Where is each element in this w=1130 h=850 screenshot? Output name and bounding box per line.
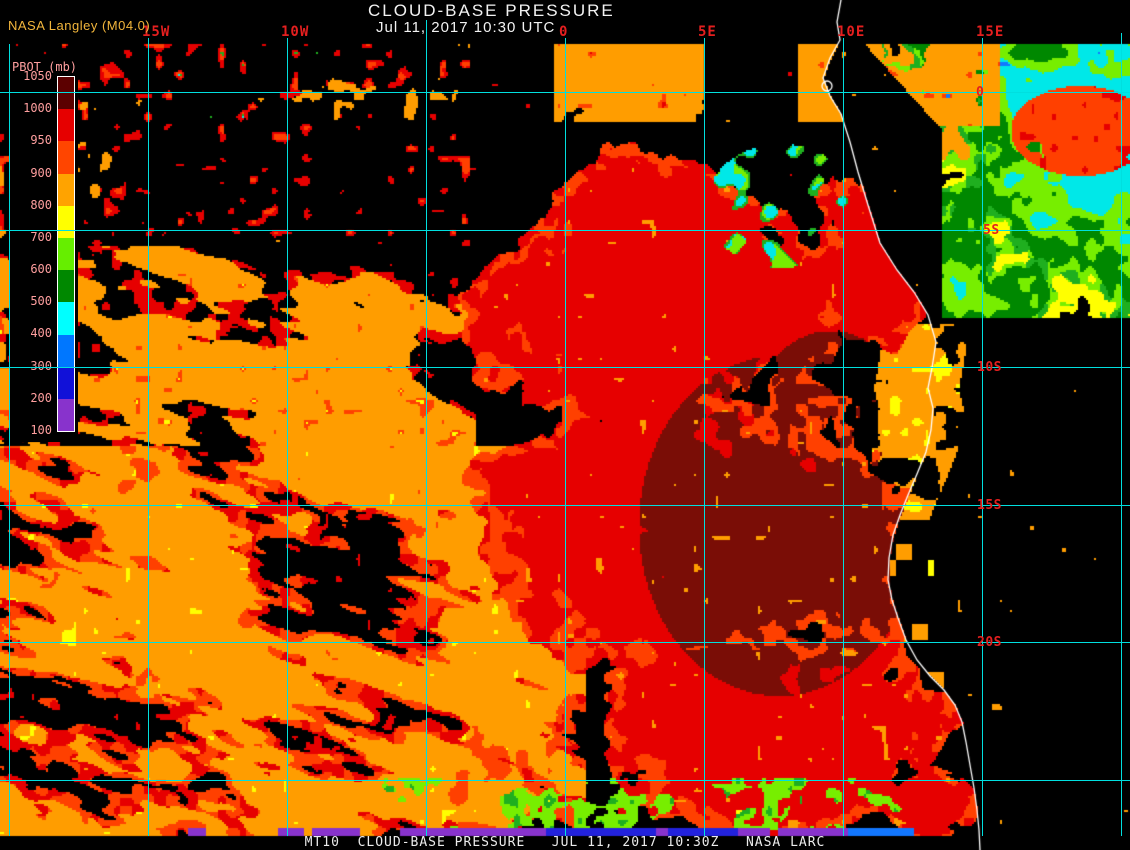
page-title: CLOUD-BASE PRESSURE bbox=[368, 1, 615, 20]
colorbar-tick-600: 600 bbox=[30, 262, 52, 277]
lon-label-5E: 5E bbox=[698, 24, 717, 40]
gridline-vertical-148 bbox=[148, 38, 149, 836]
lon-label-10W: 10W bbox=[281, 24, 310, 40]
lat-label-20S: 20S bbox=[977, 635, 1002, 650]
gridline-horizontal-367 bbox=[0, 367, 1130, 368]
colorbar-tick-100: 100 bbox=[30, 423, 52, 437]
colorbar-scale bbox=[57, 76, 75, 432]
colorbar-title: PBOT (mb) bbox=[12, 60, 78, 74]
colorbar-block-10 bbox=[58, 398, 74, 432]
gridline-vertical-565 bbox=[565, 38, 566, 836]
colorbar-tick-1000: 1000 bbox=[23, 101, 52, 116]
lon-label-10E: 10E bbox=[837, 24, 866, 40]
gridline-vertical-843 bbox=[843, 38, 844, 836]
colorbar-block-9 bbox=[58, 366, 74, 399]
colorbar-tick-200: 200 bbox=[30, 390, 52, 405]
gridline-vertical-982 bbox=[982, 38, 983, 836]
colorbar-block-8 bbox=[58, 334, 74, 367]
colorbar-tick-950: 950 bbox=[30, 133, 52, 148]
gridline-horizontal-642 bbox=[0, 642, 1130, 643]
colorbar-tick-1050: 1050 bbox=[23, 69, 52, 83]
colorbar-block-0 bbox=[58, 77, 74, 110]
colorbar-block-5 bbox=[58, 237, 74, 271]
colorbar-panel: PBOT (mb) 1050 1000 950 900 800 700 600 500 400 3… bbox=[10, 56, 78, 442]
gridline-horizontal-780 bbox=[0, 780, 1130, 781]
gridline-vertical-1121 bbox=[1121, 33, 1122, 836]
colorbar-tick-700: 700 bbox=[30, 229, 52, 244]
lon-label-15E: 15E bbox=[976, 24, 1005, 40]
timestamp-subtitle: Jul 11, 2017 10:30 UTC bbox=[376, 19, 556, 36]
colorbar-tick-500: 500 bbox=[30, 294, 52, 309]
lon-label-15W: 15W bbox=[142, 24, 171, 40]
gridline-vertical-9 bbox=[9, 44, 10, 836]
gridline-vertical-287 bbox=[287, 38, 288, 836]
lon-label-0: 0 bbox=[559, 24, 569, 40]
colorbar-block-4 bbox=[58, 205, 74, 238]
colorbar-block-1 bbox=[58, 109, 74, 142]
gridline-horizontal-230 bbox=[0, 230, 1130, 231]
lat-label-0: 0 bbox=[976, 85, 985, 100]
colorbar-block-2 bbox=[58, 141, 74, 174]
colorbar-block-7 bbox=[58, 302, 74, 335]
gridline-vertical-426 bbox=[426, 20, 427, 836]
lat-label-15S: 15S bbox=[977, 498, 1002, 513]
nasa-langley-credit: NASA Langley (M04.0) bbox=[8, 18, 151, 33]
colorbar-block-3 bbox=[58, 173, 74, 206]
footer-caption: MT10 CLOUD-BASE PRESSURE JUL 11, 2017 10… bbox=[304, 835, 826, 850]
lat-label-10S: 10S bbox=[977, 360, 1002, 375]
lat-label-5S: 5S bbox=[983, 223, 1000, 238]
gridline-horizontal-92 bbox=[0, 92, 1130, 93]
colorbar-block-6 bbox=[58, 270, 74, 303]
colorbar-tick-900: 900 bbox=[30, 165, 52, 180]
colorbar-tick-300: 300 bbox=[30, 358, 52, 373]
gridline-horizontal-505 bbox=[0, 505, 1130, 506]
gridline-vertical-704 bbox=[704, 38, 705, 836]
colorbar-tick-400: 400 bbox=[30, 326, 52, 341]
colorbar-tick-800: 800 bbox=[30, 197, 52, 212]
